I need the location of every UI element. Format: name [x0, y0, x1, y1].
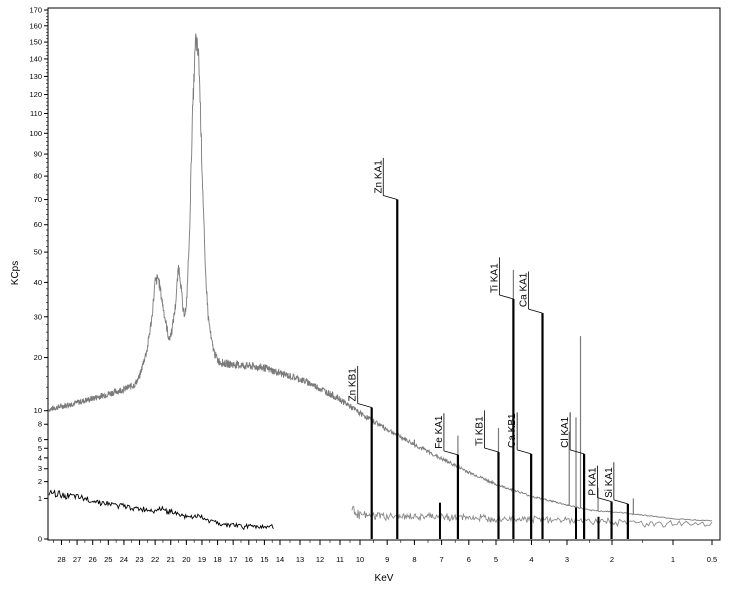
x-tick-label: 24	[120, 555, 128, 564]
peak-label: Ti KB1	[474, 416, 485, 446]
y-tick-label: 90	[34, 150, 42, 159]
peak-leader	[528, 308, 543, 314]
peak-leader	[569, 449, 585, 455]
y-tick-label: 0	[38, 535, 42, 544]
x-tick-label: 28	[57, 555, 65, 564]
y-tick-label: 70	[34, 195, 42, 204]
peak-leader	[383, 195, 398, 200]
x-tick-label: 5	[494, 555, 498, 564]
peak-label: Si KA1	[604, 467, 615, 498]
x-tick-label: 27	[73, 555, 81, 564]
x-tick-label: 0.5	[707, 555, 717, 564]
x-tick-label: 23	[135, 555, 143, 564]
peak-label: Cl KA1	[560, 416, 571, 448]
y-tick-label: 140	[29, 54, 42, 63]
y-tick-label: 5	[38, 444, 42, 453]
peak-leader	[597, 497, 612, 502]
peak-leader	[443, 450, 459, 456]
peak-leader	[484, 447, 499, 453]
x-tick-label: 15	[260, 555, 268, 564]
x-tick-label: 7	[440, 555, 444, 564]
x-tick-label: 6	[467, 555, 471, 564]
x-tick-label: 10	[356, 555, 364, 564]
x-tick-label: 20	[182, 555, 190, 564]
series-line-black-tail	[351, 505, 713, 528]
peak-leader	[499, 294, 514, 300]
y-tick-label: 130	[29, 72, 42, 81]
x-tick-label: 2	[610, 555, 614, 564]
peak-label: Fe KA1	[434, 415, 445, 449]
y-tick-label: 1	[38, 494, 42, 503]
y-tick-label: 2	[38, 477, 42, 486]
x-tick-label: 12	[316, 555, 324, 564]
y-tick-label: 170	[29, 6, 42, 15]
y-tick-label: 10	[34, 406, 42, 415]
peak-label: Zn KA1	[373, 160, 384, 194]
x-tick-label: 22	[151, 555, 159, 564]
x-tick-label: 19	[198, 555, 206, 564]
x-tick-label: 14	[276, 555, 284, 564]
peak-label: Ti KA1	[489, 263, 500, 293]
x-tick-label: 9	[385, 555, 389, 564]
y-axis: 0 1 2 3 456 8 10 20 30 40 50 60 70 80 90 100 110 120 130 14…	[29, 6, 48, 544]
x-tick-label: 26	[89, 555, 97, 564]
y-tick-label: 8	[38, 420, 42, 429]
x-tick-label: 8	[412, 555, 416, 564]
x-axis: 28 27 26 25 24 23 22 21 20 19 18 17 16 15 14 13 12 11 10 9 8…	[53, 540, 717, 564]
y-tick-label: 110	[30, 109, 42, 118]
peak-label: Ca KA1	[519, 272, 530, 307]
x-tick-label: 3	[565, 555, 569, 564]
y-tick-label: 20	[34, 353, 42, 362]
y-tick-label: 40	[34, 278, 42, 287]
y-tick-label: 150	[29, 38, 42, 47]
y-tick-label: 50	[34, 248, 42, 257]
peak-leader	[517, 449, 532, 455]
y-tick-label: 6	[38, 435, 42, 444]
x-tick-label: 25	[104, 555, 112, 564]
series-layer	[48, 33, 713, 531]
y-tick-label: 30	[34, 312, 42, 321]
x-tick-label: 21	[167, 555, 175, 564]
y-tick-label: 3	[38, 464, 42, 473]
y-tick-label: 60	[34, 220, 42, 229]
x-tick-label: 11	[336, 555, 344, 564]
peak-leader	[357, 403, 372, 408]
series-line-black	[48, 489, 274, 531]
peak-label: Zn KB1	[348, 368, 359, 402]
x-axis-label: KeV	[375, 573, 394, 584]
peaks-layer: Zn KB1 Zn KA1 Fe KA1 Ti KB1 Ti KA1 Ca KB1 Ca K…	[348, 157, 629, 539]
x-tick-label: 16	[245, 555, 253, 564]
peak-label: P KA1	[588, 467, 599, 496]
y-tick-label: 4	[38, 453, 42, 462]
y-axis-label: KCps	[10, 261, 21, 285]
x-tick-label: 4	[529, 555, 533, 564]
y-tick-label: 100	[29, 129, 42, 138]
y-tick-label: 160	[29, 21, 42, 30]
x-tick-label: 1	[671, 555, 675, 564]
y-tick-label: 80	[34, 172, 42, 181]
x-tick-label: 17	[229, 555, 237, 564]
plot-frame	[47, 7, 721, 541]
x-tick-label: 18	[213, 555, 221, 564]
peak-leader	[613, 499, 628, 505]
series-line-gray	[48, 33, 713, 522]
x-tick-label: 13	[296, 555, 304, 564]
y-tick-label: 120	[29, 90, 42, 99]
peak-label: Ca KB1	[507, 413, 518, 448]
